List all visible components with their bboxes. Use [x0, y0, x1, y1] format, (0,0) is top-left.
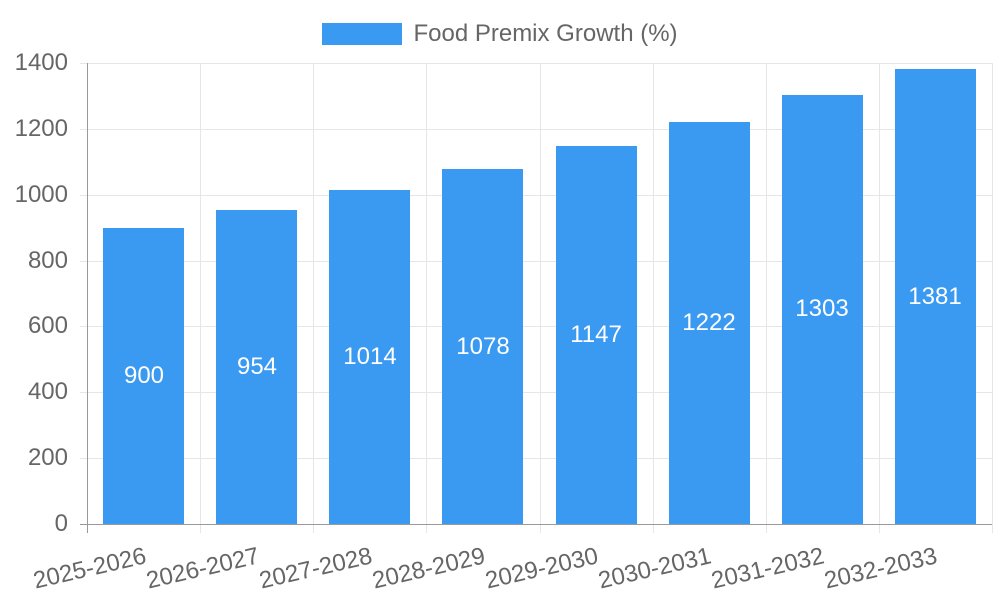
x-tick-label: 2028-2029 [370, 542, 488, 595]
x-gridline [766, 63, 767, 533]
bar [669, 122, 750, 524]
bar [103, 228, 184, 524]
bar [442, 169, 523, 524]
legend-label: Food Premix Growth (%) [413, 20, 678, 47]
bar-value-label: 1303 [795, 295, 849, 322]
legend-swatch [322, 23, 403, 45]
x-tick-label: 2026-2027 [144, 542, 262, 595]
x-gridline [426, 63, 427, 533]
y-gridline [80, 458, 992, 459]
chart-legend: Food Premix Growth (%) [0, 21, 1000, 47]
y-tick-label: 1400 [14, 49, 68, 76]
y-gridline [80, 129, 992, 130]
y-tick-label: 400 [27, 378, 68, 405]
y-tick-label: 200 [27, 444, 68, 471]
bar-value-label: 1222 [682, 309, 736, 336]
x-gridline [653, 63, 654, 533]
bar [216, 210, 297, 524]
bar-value-label: 1014 [343, 343, 397, 370]
y-tick-label: 0 [54, 510, 68, 537]
bar [895, 69, 976, 524]
x-tick-label: 2027-2028 [257, 542, 375, 595]
bar [556, 146, 637, 524]
y-gridline [80, 392, 992, 393]
y-tick-label: 800 [27, 247, 68, 274]
x-gridline [992, 63, 993, 533]
y-gridline [80, 326, 992, 327]
y-tick-label: 1000 [14, 181, 68, 208]
bar-value-label: 1147 [570, 321, 622, 348]
bar-value-label: 954 [236, 353, 278, 380]
y-tick-label: 1200 [14, 115, 68, 142]
x-gridline [879, 63, 880, 533]
bar [329, 190, 410, 524]
x-tick-label: 2029-2030 [483, 542, 601, 595]
y-gridline [80, 195, 992, 196]
bar-value-label: 1381 [908, 283, 962, 310]
x-tick-label: 2032-2033 [822, 542, 940, 595]
y-tick-label: 600 [27, 312, 68, 339]
x-gridline [200, 63, 201, 533]
x-gridline [540, 63, 541, 533]
bar-value-label: 900 [123, 362, 165, 389]
x-axis-line [80, 524, 992, 525]
y-gridline [80, 63, 992, 64]
bar [782, 95, 863, 524]
x-tick-label: 2025-2026 [31, 542, 149, 595]
y-axis-line [87, 63, 88, 533]
bar-value-label: 1078 [456, 333, 510, 360]
x-tick-label: 2031-2032 [709, 542, 827, 595]
x-tick-label: 2030-2031 [596, 542, 714, 595]
x-gridline [313, 63, 314, 533]
y-gridline [80, 261, 992, 262]
